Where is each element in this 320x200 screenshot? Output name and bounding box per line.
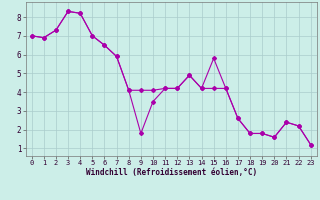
X-axis label: Windchill (Refroidissement éolien,°C): Windchill (Refroidissement éolien,°C) <box>86 168 257 177</box>
